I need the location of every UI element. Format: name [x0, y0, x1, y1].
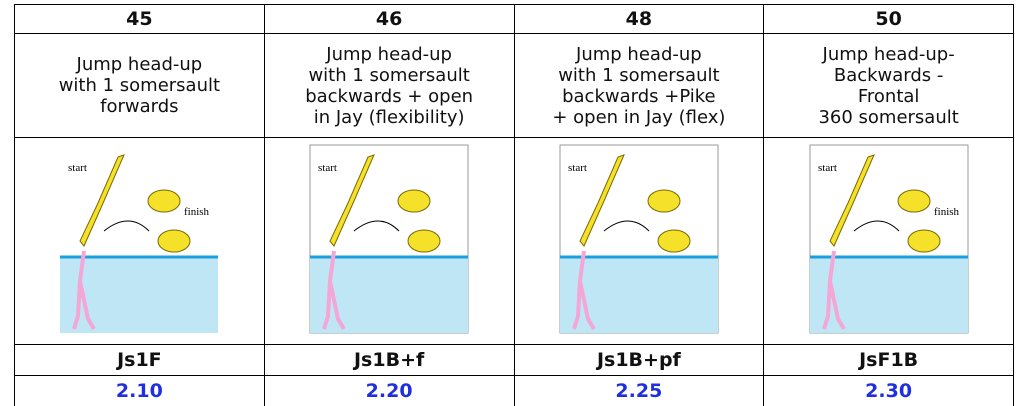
number-row: 45 46 48 50	[14, 4, 1014, 34]
dive-illustration: start	[559, 144, 719, 334]
description: Jump head-up with 1 somersault backwards +…	[263, 33, 515, 138]
difficulty-value: 2.30	[763, 375, 1014, 406]
description: Jump head-up with 1 somersault forwards	[14, 33, 265, 138]
description-line: backwards +Pike	[562, 85, 716, 107]
description-line: Backwards -	[833, 64, 944, 86]
description-line: 360 somersault	[818, 106, 959, 128]
dive-illustration: start finish	[60, 145, 219, 333]
description-line: Jump head-up-	[822, 43, 955, 65]
description-line: Jump head-up	[76, 54, 203, 75]
take-off-diver	[329, 154, 376, 247]
dive-illustration: start finish	[809, 144, 969, 334]
rotating-diver	[897, 189, 931, 213]
take-off-diver	[829, 154, 875, 247]
image-cell: start	[513, 137, 765, 345]
description-line: + open in Jay (flex)	[552, 106, 726, 128]
dive-code: Js1B+pf	[513, 344, 765, 376]
rotating-diver	[397, 189, 431, 213]
code-row: Js1F Js1B+f Js1B+pf JsF1B	[14, 344, 1014, 376]
arrow	[853, 220, 899, 232]
description-line: with 1 somersault	[308, 64, 470, 86]
rotating-diver	[147, 189, 181, 213]
dive-code: Js1B+f	[263, 344, 515, 376]
rotating-diver	[157, 229, 191, 253]
image-label: start	[318, 162, 337, 174]
dive-number: 48	[513, 4, 765, 34]
description-line: forwards	[100, 96, 179, 117]
difficulty-value: 2.20	[263, 375, 515, 406]
dive-number: 45	[14, 4, 265, 34]
image-label: start	[568, 162, 587, 174]
underwater-diver	[72, 250, 97, 331]
description: Jump head-up- Backwards - Frontal 360 somer…	[763, 33, 1014, 138]
description-line: with 1 somersault	[558, 64, 720, 86]
rotating-diver	[407, 229, 441, 253]
description-line: Frontal	[857, 85, 920, 107]
take-off-diver	[579, 154, 625, 247]
image-label: start	[818, 162, 837, 174]
dive-table: 45 46 48 50 Jump head-up with 1 somersault fo…	[14, 4, 1014, 406]
description: Jump head-up with 1 somersault backwards +…	[513, 33, 765, 138]
water	[310, 257, 469, 333]
description-line: with 1 somersault	[58, 75, 221, 96]
description-line: in Jay (flexibility)	[313, 106, 465, 128]
dive-number: 46	[263, 4, 515, 34]
take-off-diver	[79, 154, 126, 247]
dive-number: 50	[763, 4, 1014, 34]
image-label: start	[68, 162, 87, 174]
underwater-diver	[571, 250, 596, 331]
rotating-diver	[907, 229, 941, 253]
value-row: 2.10 2.20 2.25 2.30	[14, 375, 1014, 406]
water	[809, 257, 968, 333]
dive-code: JsF1B	[763, 344, 1014, 376]
image-cell: start finish	[14, 137, 265, 345]
image-label: finish	[934, 206, 960, 218]
dive-code: Js1F	[14, 344, 265, 376]
image-row: start finish start start start finish	[14, 137, 1014, 345]
image-cell: start	[263, 137, 515, 345]
image-cell: start finish	[763, 137, 1014, 345]
water	[60, 257, 219, 333]
description-line: backwards + open	[305, 85, 474, 107]
rotating-diver	[647, 189, 681, 213]
dive-illustration: start	[309, 144, 469, 334]
description-line: Jump head-up	[576, 43, 702, 65]
water	[559, 257, 718, 333]
underwater-diver	[322, 250, 346, 331]
difficulty-value: 2.25	[513, 375, 765, 406]
description-row: Jump head-up with 1 somersault forwards Jum…	[14, 33, 1014, 138]
arrow	[353, 220, 400, 232]
difficulty-value: 2.10	[14, 375, 265, 406]
description-line: Jump head-up	[326, 43, 452, 65]
arrow	[104, 220, 150, 232]
image-label: finish	[184, 206, 210, 218]
underwater-diver	[821, 250, 846, 331]
rotating-diver	[657, 229, 691, 253]
arrow	[603, 220, 650, 232]
